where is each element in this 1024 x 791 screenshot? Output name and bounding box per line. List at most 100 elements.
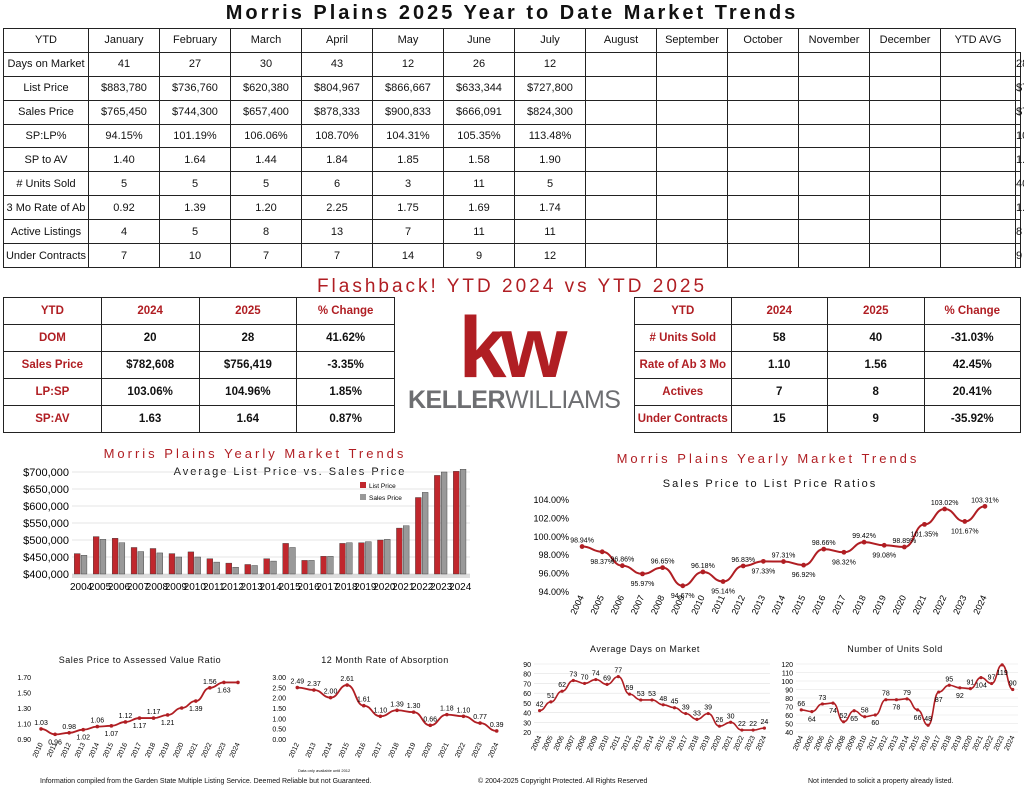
x-tick-label: 2008 — [146, 582, 169, 593]
data-label: 45 — [671, 699, 679, 706]
ytd-header-3: March — [230, 28, 302, 53]
flash-cell: 42.45% — [923, 351, 1021, 379]
data-point — [680, 583, 686, 589]
data-point — [717, 724, 722, 728]
data-label: 58 — [861, 708, 869, 715]
data-point — [594, 677, 598, 682]
data-label: 30 — [727, 713, 735, 720]
data-label: 2.37 — [307, 681, 321, 688]
chart-units-sold: 4050607080901001101206620046420057320067… — [781, 662, 1018, 752]
ytd-cell: 11 — [443, 219, 515, 245]
bar-sales-price — [384, 539, 391, 575]
data-label: 42 — [536, 702, 544, 709]
y-tick-label: 100 — [781, 679, 793, 686]
bar-list-price — [244, 564, 251, 575]
data-label: 59 — [626, 685, 634, 692]
ytd-cell — [798, 99, 870, 125]
ytd-cell: $804,967 — [301, 75, 373, 101]
data-label: 98.89% — [892, 538, 916, 545]
data-point — [781, 559, 786, 564]
x-tick-label: 2015 — [102, 742, 115, 759]
data-point — [579, 544, 585, 549]
data-label: 1.21 — [161, 720, 175, 727]
page-title: Morris Plains 2025 Year to Date Market T… — [225, 2, 799, 24]
x-tick-label: 2017 — [130, 742, 143, 759]
ytd-row-label: Under Contracts — [3, 243, 89, 268]
data-label: 78 — [882, 691, 890, 698]
ytd-cell — [656, 243, 728, 268]
bar-sales-price — [327, 556, 334, 575]
y-tick-label: 1.50 — [272, 706, 286, 713]
ytd-cell — [798, 219, 870, 245]
data-point — [411, 710, 416, 714]
ytd-cell: 6 — [301, 171, 373, 197]
data-point — [982, 503, 988, 509]
data-label: 74 — [829, 708, 837, 715]
bar-sales-price — [118, 542, 126, 575]
ytd-cell — [940, 243, 1016, 268]
ytd-cell — [727, 243, 799, 268]
bar-sales-price — [194, 556, 201, 575]
ytd-cell — [727, 147, 799, 173]
ytd-row-label: SP:LP% — [3, 123, 89, 149]
data-point — [740, 563, 746, 569]
y-tick-label: 40 — [523, 711, 531, 718]
ytd-cell — [656, 123, 728, 149]
ytd-cell: 14 — [372, 243, 444, 268]
flash-cell: 9 — [827, 405, 925, 433]
ytd-header-4: April — [301, 28, 373, 53]
data-point — [962, 519, 968, 524]
y-tick-label: 0.90 — [17, 737, 31, 744]
flash-cell: 20.41% — [923, 378, 1021, 406]
data-point — [361, 703, 366, 708]
ytd-cell: $878,333 — [301, 99, 373, 125]
data-label: 70 — [581, 674, 589, 681]
ytd-cell: 1.39 — [159, 195, 231, 221]
x-tick-label: 2024 — [488, 742, 501, 759]
ytd-cell — [585, 147, 657, 173]
ytd-cell: 11 — [514, 219, 586, 245]
data-label: 39 — [682, 705, 690, 712]
legend-label: List Price — [369, 483, 396, 490]
chart-list-vs-sales: $400,000 $450,000 $500,000 $550,000 $600,000… — [23, 467, 472, 593]
ytd-row-label: SP to AV — [3, 147, 89, 173]
data-point — [968, 687, 973, 691]
bar-list-price — [74, 553, 81, 575]
ytd-cell — [656, 219, 728, 245]
x-tick-label: 2021 — [911, 594, 929, 616]
data-point — [979, 676, 983, 680]
x-tick-label: 2023 — [471, 742, 484, 759]
bar-list-price — [320, 556, 327, 575]
ytd-cell — [940, 147, 1016, 173]
data-point — [881, 542, 887, 548]
data-point — [695, 717, 699, 721]
ytd-row-label: List Price — [3, 75, 89, 101]
x-tick-label: 2011 — [710, 594, 727, 616]
data-point — [619, 563, 625, 569]
chart-title-sp-lp: Sales Price to List Price Ratios — [662, 478, 878, 490]
data-label: 0.66 — [423, 716, 437, 723]
ytd-cell: 94.15% — [88, 123, 160, 149]
ytd-row: SP to AV1.401.641.441.841.851.581.901.64 — [3, 147, 1024, 173]
ytd-header-10: October — [727, 28, 799, 53]
y-tick-label: 90 — [523, 662, 531, 669]
data-point — [53, 732, 57, 737]
y-tick-label: $450,000 — [23, 552, 69, 564]
ytd-cell: 1.69 — [443, 195, 515, 221]
x-tick-label: 2019 — [354, 582, 377, 593]
ytd-cell: $736,760 — [159, 75, 231, 101]
bar-sales-price — [422, 492, 429, 575]
data-label: 74 — [592, 671, 600, 678]
ytd-cell: 26 — [443, 51, 515, 77]
data-point — [445, 712, 449, 717]
x-tick-label: 2020 — [373, 582, 396, 593]
section-title-left: Morris Plains Yearly Market Trends — [103, 446, 407, 461]
bar-sales-price — [365, 541, 372, 575]
ytd-row: SP:LP% 94.15% 101.19% 106.06% 108.70% 104.31%… — [3, 123, 1024, 149]
ytd-cell: 1.74 — [514, 195, 586, 221]
flash-cell: -35.92% — [923, 405, 1021, 433]
ytd-cell — [869, 75, 941, 101]
ytd-cell — [798, 171, 870, 197]
ytd-cell: 1.90 — [514, 147, 586, 173]
ytd-row: Days on Market4127304312261228 — [3, 51, 1024, 77]
